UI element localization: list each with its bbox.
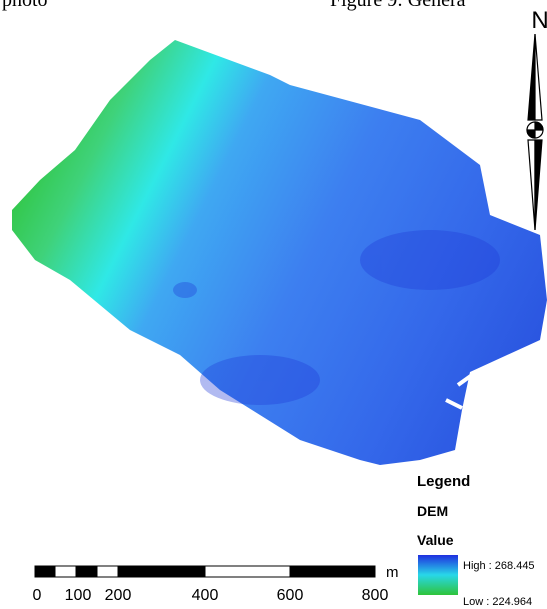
scale-label: 400 <box>192 587 219 604</box>
scale-bar <box>35 566 375 577</box>
legend-layer: DEM <box>417 503 448 519</box>
legend-field: Value <box>417 532 454 548</box>
header-right: Figure 9: Genera <box>330 0 466 11</box>
legend-ramp <box>418 555 458 595</box>
legend-low: Low : 224.964 <box>463 596 532 608</box>
legend-high: High : 268.445 <box>463 560 535 572</box>
header-left: photo <box>2 0 48 11</box>
north-label: N <box>531 7 547 34</box>
scale-label: 200 <box>105 587 132 604</box>
scale-label: 0 <box>33 587 42 604</box>
map: photo Figure 9: Genera N Legend DEM Valu… <box>0 0 547 609</box>
scale-unit: m <box>386 564 399 581</box>
legend-title: Legend <box>417 473 470 490</box>
north-arrow <box>527 34 543 230</box>
scale-label: 100 <box>65 587 92 604</box>
scale-label: 800 <box>362 587 389 604</box>
scale-label: 600 <box>277 587 304 604</box>
